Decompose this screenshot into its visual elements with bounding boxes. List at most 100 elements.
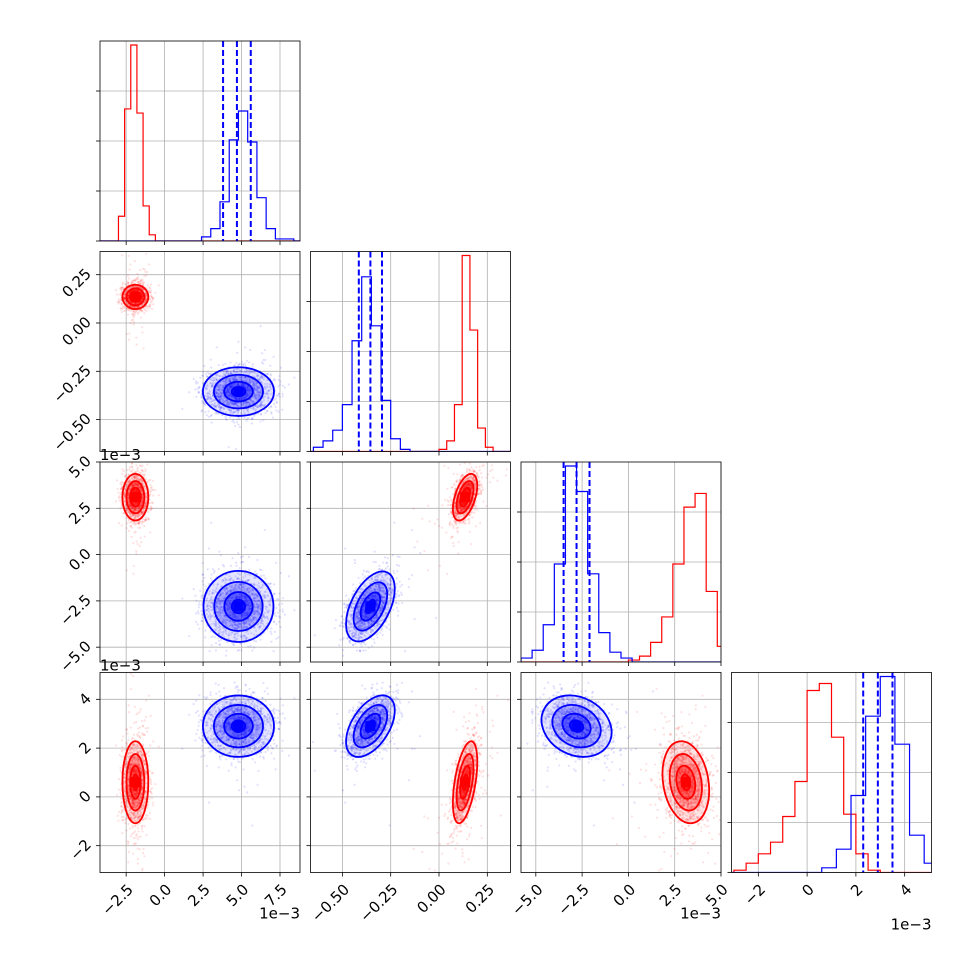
sample-point <box>120 286 123 289</box>
sample-point <box>154 291 157 294</box>
sample-point <box>128 468 131 471</box>
sample-point <box>142 347 145 350</box>
sample-point <box>210 421 213 424</box>
sample-point <box>122 512 125 515</box>
sample-point <box>281 610 284 613</box>
sample-point <box>126 296 130 299</box>
sample-point <box>250 422 254 425</box>
panel-1-1 <box>306 251 511 456</box>
sample-point <box>126 468 129 472</box>
sample-point <box>200 603 203 606</box>
sample-point <box>132 541 135 545</box>
sample-point <box>117 496 121 500</box>
sample-point <box>127 296 130 299</box>
sample-point <box>128 332 131 335</box>
sample-point <box>126 295 130 299</box>
sample-point <box>131 281 134 284</box>
sample-point <box>138 281 141 285</box>
sample-point <box>201 374 204 377</box>
sample-point <box>142 289 145 292</box>
sample-point <box>123 296 126 299</box>
sample-point <box>149 289 153 292</box>
sample-point <box>123 293 127 296</box>
sample-point <box>117 522 121 525</box>
sample-point <box>246 417 249 420</box>
sample-point <box>232 418 235 421</box>
sample-point <box>247 361 251 364</box>
sample-point <box>134 305 137 309</box>
sample-point <box>279 366 282 369</box>
sample-point <box>143 308 146 312</box>
sample-point <box>132 309 135 312</box>
sample-point <box>140 304 144 307</box>
sample-point <box>151 307 154 311</box>
sample-point <box>120 303 123 306</box>
sample-point <box>125 527 128 530</box>
sample-point <box>129 470 133 473</box>
sample-point <box>236 351 239 354</box>
sample-point <box>140 281 143 284</box>
sample-point <box>272 355 275 358</box>
sample-point <box>140 299 143 302</box>
sample-point <box>136 277 140 281</box>
sample-point <box>127 295 130 298</box>
sample-point <box>123 297 126 301</box>
sample-point <box>140 541 143 544</box>
sample-point <box>132 309 135 313</box>
sample-point <box>237 680 239 682</box>
sample-point <box>130 281 133 284</box>
sample-point <box>132 305 136 309</box>
sample-point <box>149 493 152 496</box>
sample-point <box>132 572 135 575</box>
sample-point <box>139 279 142 282</box>
sample-point <box>195 382 198 385</box>
sample-point <box>238 426 242 429</box>
sample-point <box>137 306 140 309</box>
sample-point <box>135 540 138 543</box>
sample-point <box>263 348 266 352</box>
sample-point <box>114 500 118 503</box>
sample-point <box>233 424 237 428</box>
sample-point <box>209 372 212 375</box>
sample-point <box>136 280 139 284</box>
sample-point <box>152 297 155 300</box>
sample-point <box>145 443 147 445</box>
sample-point <box>115 479 119 482</box>
sample-point <box>244 346 247 349</box>
sample-point <box>123 297 126 301</box>
sample-point <box>135 310 138 313</box>
sample-point <box>134 289 137 292</box>
sample-point <box>236 364 240 367</box>
sample-point <box>130 244 132 246</box>
sample-point <box>139 536 142 539</box>
sample-point <box>145 252 148 255</box>
sample-point <box>120 483 123 486</box>
sample-point <box>141 331 144 334</box>
density-peak <box>130 492 141 503</box>
sample-point <box>149 508 152 511</box>
panel-1-0: −0.50−0.250.000.25 <box>50 244 301 491</box>
sample-point <box>135 552 138 555</box>
sample-point <box>127 297 130 300</box>
sample-point <box>126 281 130 285</box>
sample-point <box>205 414 208 417</box>
sample-point <box>133 278 136 281</box>
sample-point <box>131 281 134 284</box>
sample-point <box>265 409 269 412</box>
sample-point <box>209 358 212 361</box>
sample-point <box>148 518 151 521</box>
sample-point <box>144 299 147 302</box>
sample-point <box>238 417 241 421</box>
sample-point <box>244 364 247 367</box>
sample-point <box>217 568 220 571</box>
sample-point <box>134 312 137 315</box>
sample-point <box>140 292 143 295</box>
sample-point <box>135 336 138 339</box>
sample-point <box>141 294 144 298</box>
sample-point <box>259 420 262 423</box>
sample-point <box>264 358 267 362</box>
sample-point <box>137 275 140 279</box>
sample-point <box>141 279 144 282</box>
sample-point <box>224 489 226 491</box>
sample-point <box>149 304 152 307</box>
